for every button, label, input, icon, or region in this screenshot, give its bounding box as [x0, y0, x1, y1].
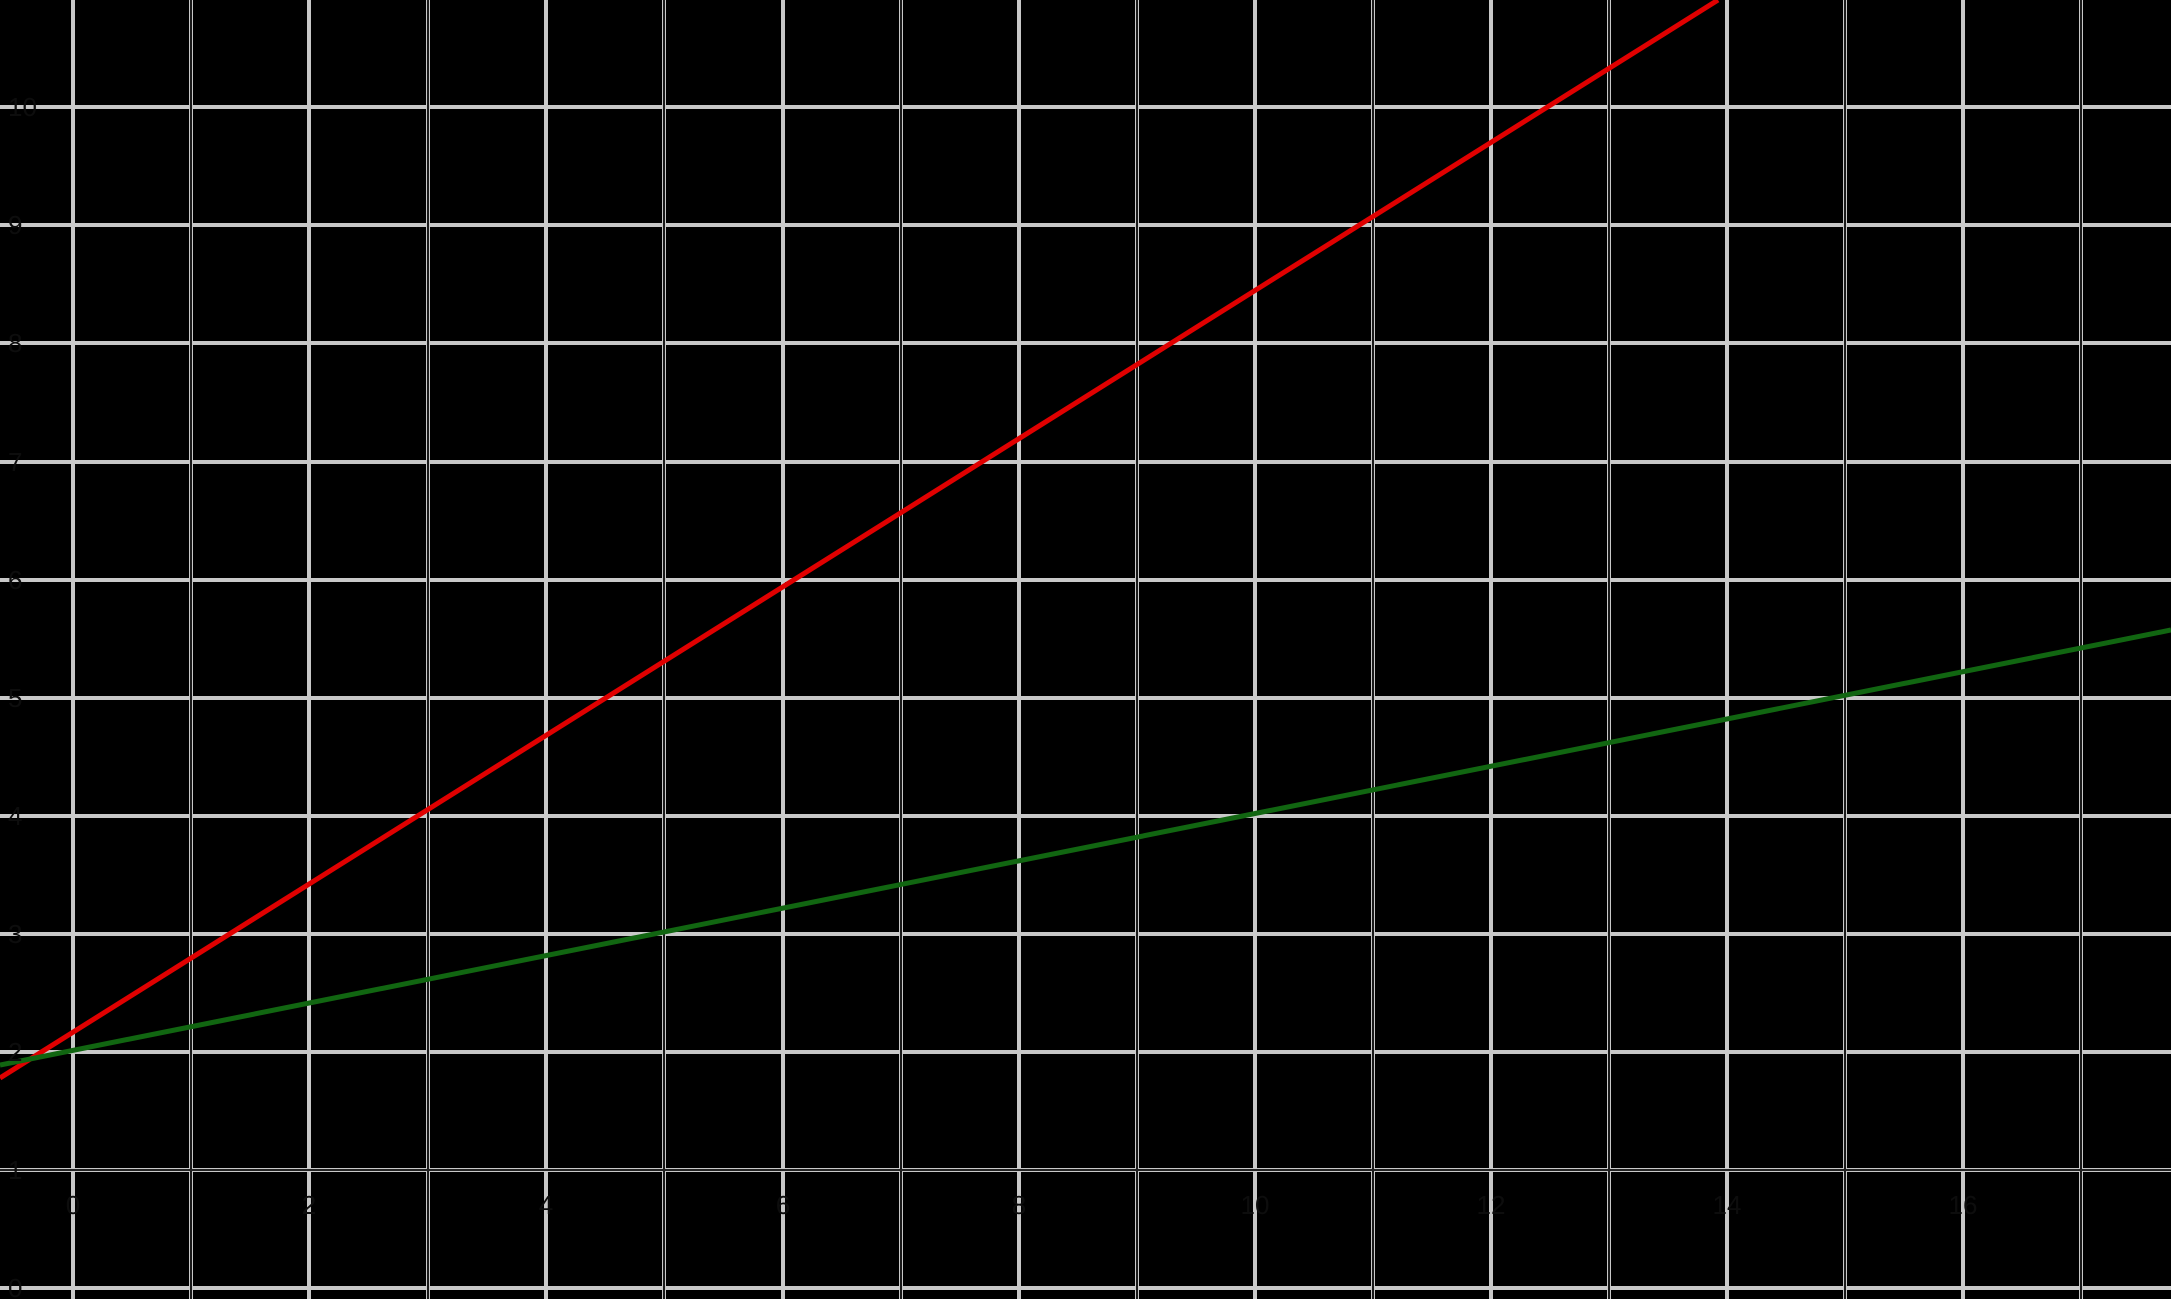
x-axis-spine	[0, 1169, 2171, 1171]
x-tick-label: 16	[1948, 1190, 1978, 1220]
x-tick-label: 2	[301, 1190, 317, 1220]
y-tick-label: 10	[8, 92, 37, 122]
y-tick-label: 9	[8, 210, 23, 240]
y-tick-label: 6	[8, 565, 23, 595]
y-tick-label: 1	[8, 1155, 23, 1185]
y-tick-label: 7	[8, 447, 23, 477]
series-line-green-series	[0, 627, 2171, 1068]
x-tick-label: 0	[65, 1190, 81, 1220]
y-tick-label: 8	[8, 328, 23, 358]
x-tick-label: 8	[1011, 1190, 1027, 1220]
y-tick-label: 4	[8, 801, 23, 831]
y-tick-label: 2	[8, 1037, 23, 1067]
x-tick-label: 12	[1476, 1190, 1506, 1220]
y-tick-label: 0	[8, 1273, 23, 1299]
x-tick-label: 6	[775, 1190, 791, 1220]
y-tick-label: 5	[8, 683, 23, 713]
y-tick-label: 3	[8, 919, 23, 949]
series-line-red-series	[0, 0, 1720, 1081]
x-tick-label: 10	[1240, 1190, 1270, 1220]
x-tick-label: 4	[538, 1190, 554, 1220]
x-tick-label: 14	[1712, 1190, 1742, 1220]
